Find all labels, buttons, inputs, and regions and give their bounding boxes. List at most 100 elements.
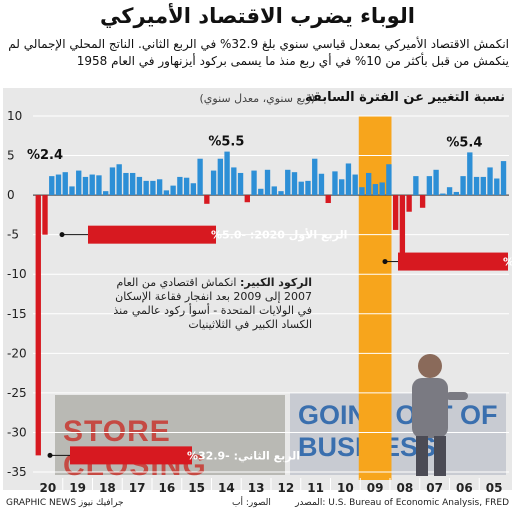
bar [406, 195, 412, 212]
bar [156, 179, 163, 196]
bar [318, 173, 325, 196]
bar [143, 180, 149, 196]
data-label: %5.5 [208, 135, 244, 150]
bar [96, 175, 102, 196]
bar [210, 170, 217, 196]
bar [487, 167, 493, 196]
bar [291, 172, 298, 196]
chart-title: نسبة التغيير عن الفترة السابقة [305, 90, 505, 105]
x-tick-label: 12 [278, 481, 295, 495]
x-tick-label: 18 [99, 481, 116, 495]
x-tick-label: 07 [426, 481, 443, 495]
x-tick-label: 19 [69, 481, 86, 495]
bar [460, 176, 466, 196]
recession-title: الركود الكبير: [239, 276, 312, 289]
y-tick-label: -30 [7, 425, 27, 439]
bar [49, 176, 55, 196]
bar [109, 167, 116, 196]
bar [271, 186, 277, 196]
bar [237, 172, 244, 196]
bar [325, 195, 331, 204]
bar [339, 179, 345, 196]
label-dot [382, 259, 388, 265]
x-tick-label: 13 [248, 481, 265, 495]
bar [170, 185, 176, 196]
bar [433, 169, 439, 196]
going-out-of-business-photo: GOING OUT OF BUSINESS [290, 393, 506, 475]
bar [426, 176, 433, 196]
data-label: %5.4 [446, 135, 482, 150]
bar [446, 187, 453, 196]
chart-subtitle: (ربع سنوي، معدل سنوي) [199, 92, 315, 105]
bar [305, 180, 311, 196]
label-box [88, 225, 216, 244]
bar [399, 195, 406, 262]
bar [473, 176, 480, 196]
bar [231, 167, 237, 196]
label-box [398, 252, 508, 271]
bar [89, 174, 95, 196]
x-tick-label: 14 [218, 481, 235, 495]
bar [419, 195, 426, 208]
x-tick-label: 06 [456, 481, 473, 495]
x-tick-label: 20 [40, 481, 57, 495]
photo-credit: الصور: أب [232, 498, 271, 508]
bar [224, 151, 230, 196]
bar [244, 195, 250, 203]
bar [285, 169, 291, 196]
x-tick-label: 08 [397, 481, 414, 495]
bar [190, 183, 197, 196]
bar [130, 172, 136, 196]
y-tick-label: -5 [7, 228, 19, 242]
y-tick-label: 10 [7, 109, 22, 123]
bar [278, 191, 284, 196]
value-label: الربع الأخير: -8.4% [503, 255, 515, 269]
y-tick-label: 0 [7, 188, 15, 202]
bar [69, 186, 75, 196]
bar [413, 176, 419, 196]
x-tick-label: 17 [129, 481, 146, 495]
bar [197, 158, 203, 196]
x-tick-label: 09 [367, 481, 384, 495]
bar [392, 195, 399, 230]
bar [352, 174, 358, 196]
recession-callout: الركود الكبير: انكماش اقتصادي من العام 2… [100, 276, 312, 332]
bar [298, 181, 304, 196]
bar [379, 182, 385, 196]
value-label: الربع الثاني: -32.9% [187, 449, 300, 462]
y-tick-label: -35 [7, 465, 27, 479]
bar [366, 172, 372, 196]
person-photo [412, 354, 468, 476]
recession-text: انكماش اقتصادي من العام 2007 إلى 2009 بع… [113, 276, 312, 331]
x-tick-label: 15 [188, 481, 205, 495]
bar [62, 172, 68, 196]
bar [76, 170, 82, 196]
bar [494, 178, 500, 196]
bar [183, 177, 190, 196]
bar [251, 170, 257, 196]
value-label: الربع الأول 2020: -5.0% [211, 228, 347, 242]
bar [345, 163, 352, 196]
bar [42, 195, 48, 235]
bar [453, 191, 459, 196]
page-title: الوباء يضرب الاقتصاد الأميركي [100, 4, 415, 28]
y-tick-label: 5 [7, 149, 15, 163]
bar [82, 176, 89, 196]
recession-band [358, 116, 392, 480]
bar [116, 164, 122, 196]
x-tick-label: 05 [486, 481, 503, 495]
bar [264, 169, 271, 196]
y-tick-label: -15 [7, 307, 27, 321]
label-dot [59, 232, 65, 238]
bar [35, 195, 41, 456]
logo-text: GRAPHIC NEWS جرافيك نيوز [6, 498, 124, 508]
bar [103, 191, 109, 196]
label-dot [47, 452, 53, 458]
bar [386, 164, 392, 196]
bar [372, 184, 379, 196]
bar [480, 176, 486, 196]
bar [359, 187, 365, 196]
x-tick-label: 10 [337, 481, 354, 495]
label-box [70, 446, 192, 465]
